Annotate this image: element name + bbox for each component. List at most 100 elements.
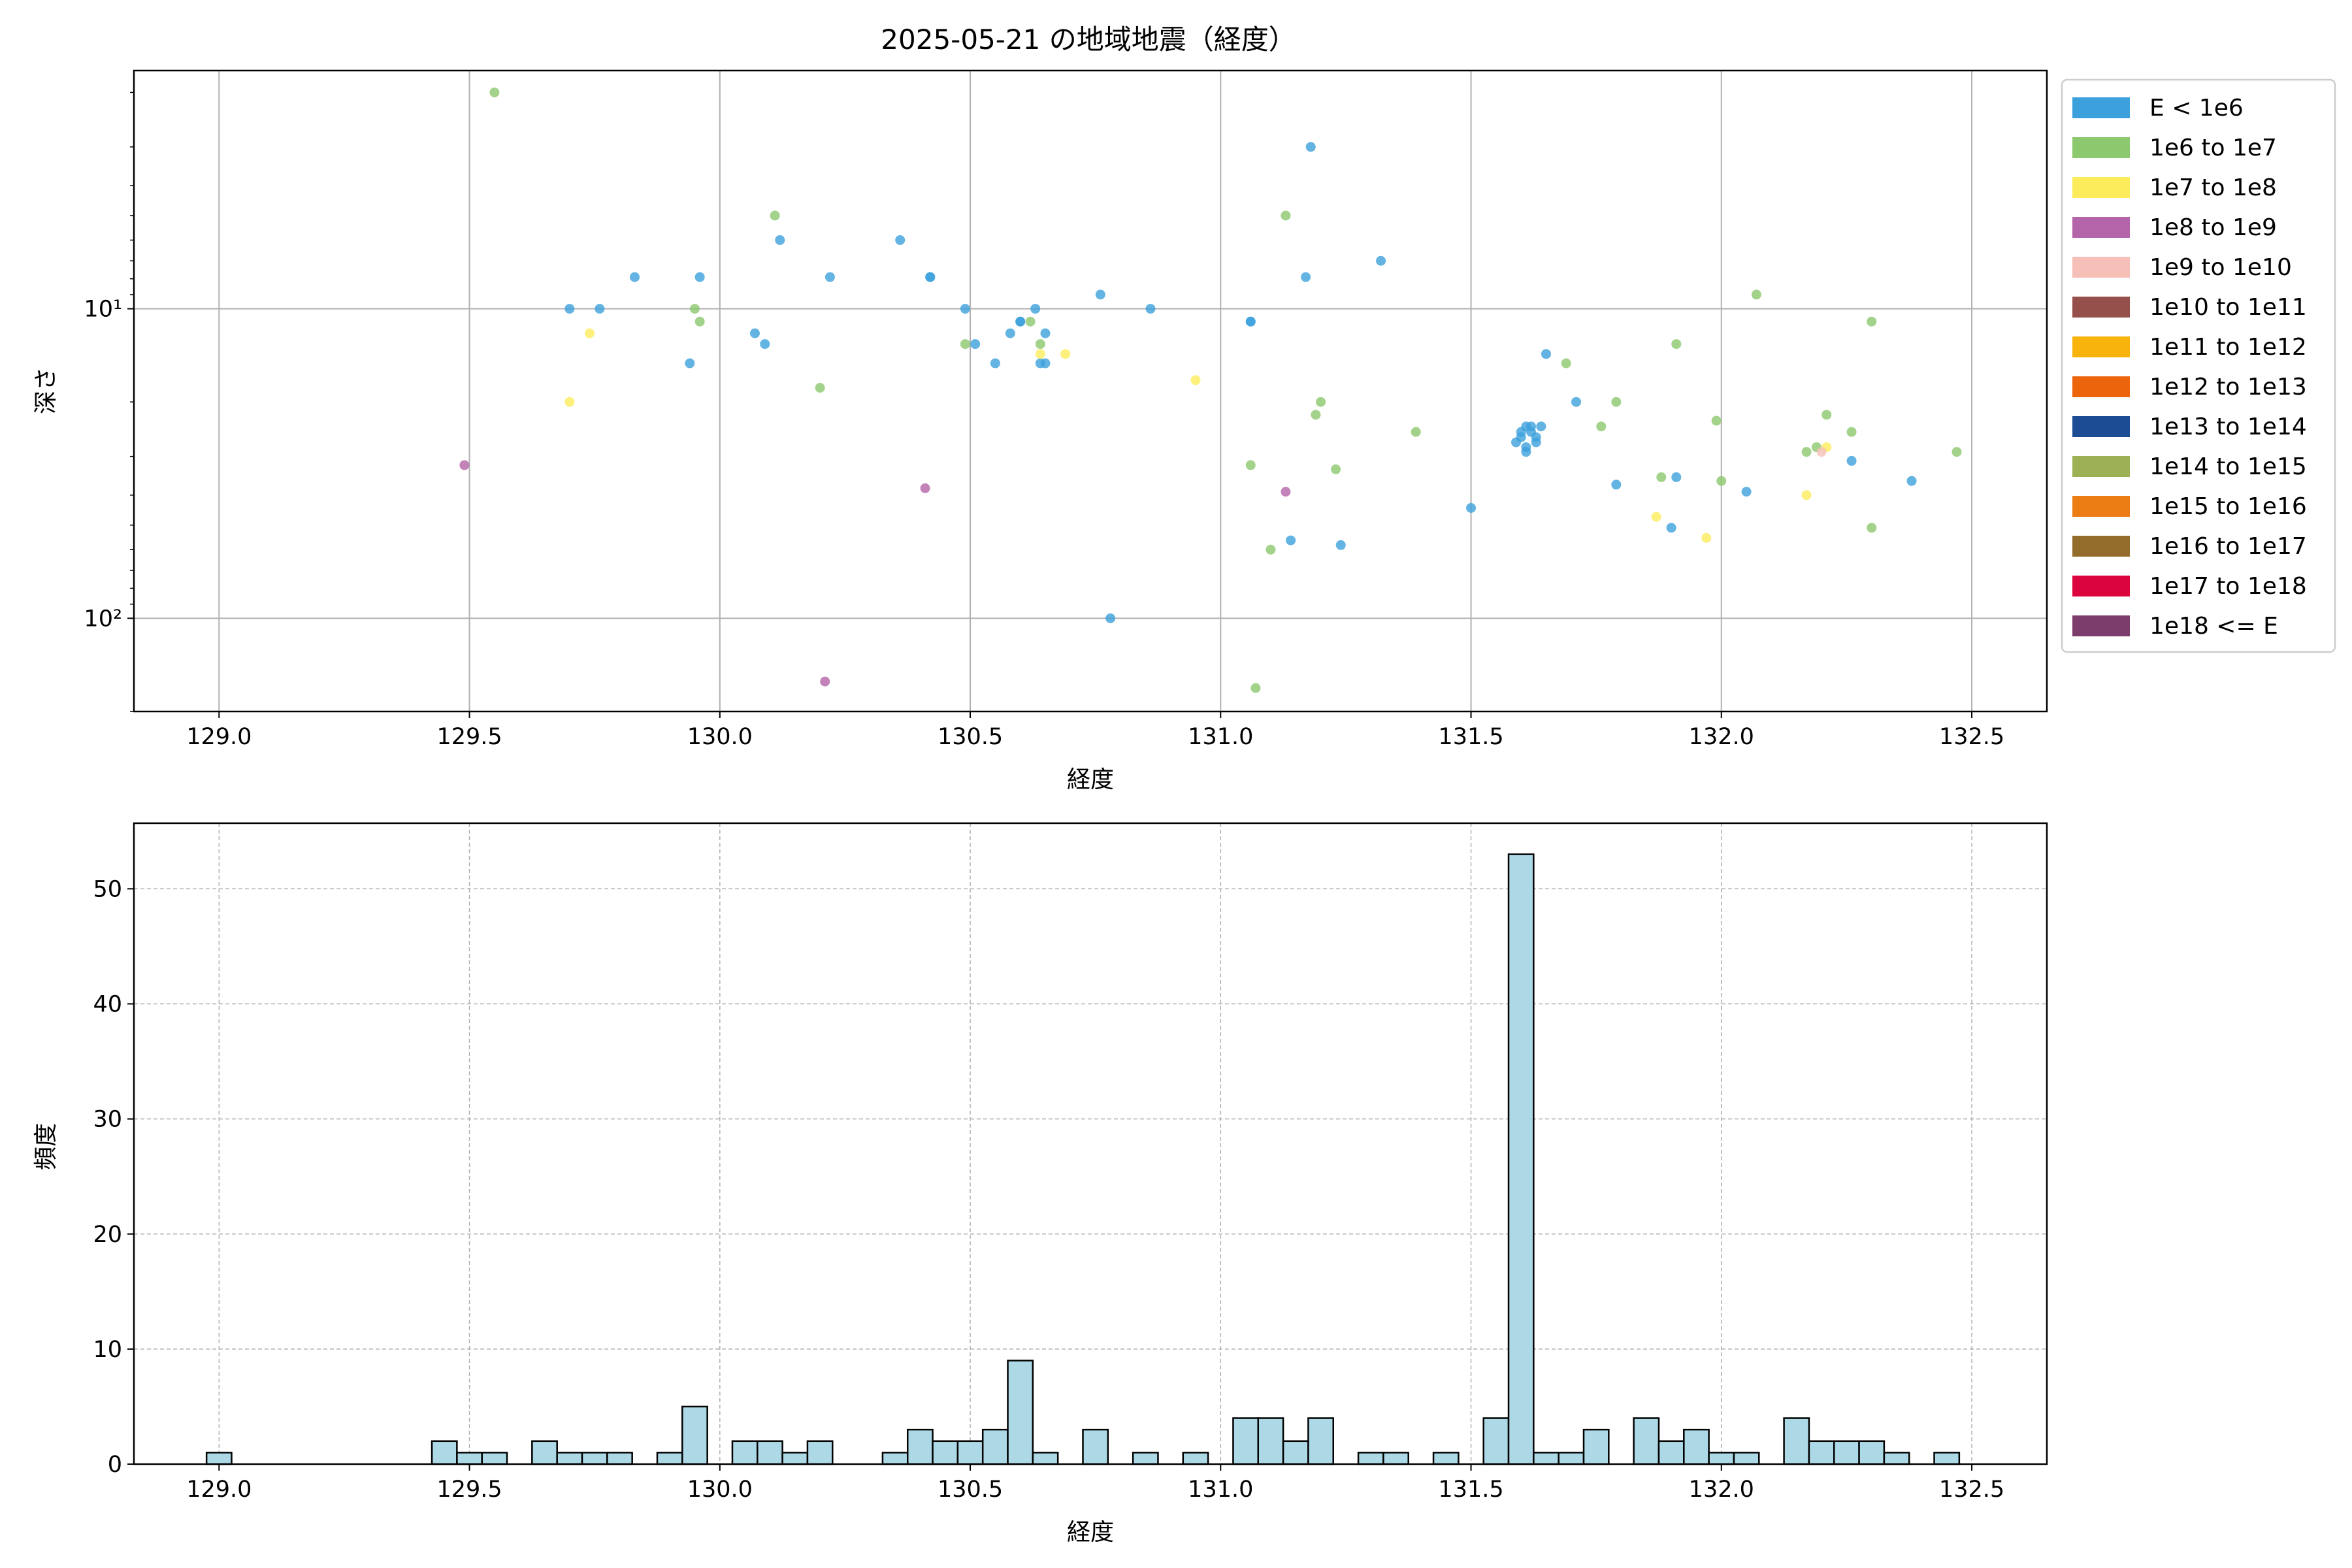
scatter-point bbox=[1335, 540, 1346, 550]
scatter-point bbox=[1701, 532, 1712, 543]
histogram-axes-frame bbox=[133, 822, 2048, 1465]
scatter-point bbox=[1611, 480, 1622, 490]
legend-swatch bbox=[2072, 416, 2130, 437]
legend-label: 1e8 to 1e9 bbox=[2149, 214, 2277, 241]
scatter-point bbox=[1846, 427, 1857, 437]
legend-swatch bbox=[2072, 177, 2130, 198]
scatter-point bbox=[1816, 447, 1827, 457]
scatter-xtick-label: 131.0 bbox=[1188, 724, 1253, 750]
histogram-bar bbox=[1733, 1452, 1760, 1465]
histogram-bar bbox=[1032, 1452, 1059, 1465]
histogram-bar bbox=[205, 1452, 233, 1465]
scatter-point bbox=[1541, 349, 1552, 359]
histogram-y-ticks: 0 10 20 30 40 50 bbox=[93, 876, 134, 1478]
histogram-bar bbox=[1232, 1417, 1260, 1465]
scatter-point bbox=[459, 460, 470, 470]
histogram-bar bbox=[431, 1440, 458, 1465]
legend-label: 1e11 to 1e12 bbox=[2149, 334, 2307, 361]
scatter-point bbox=[960, 304, 970, 314]
scatter-point bbox=[1311, 410, 1321, 420]
scatter-point bbox=[1716, 476, 1727, 486]
legend-swatch bbox=[2072, 615, 2130, 636]
scatter-point bbox=[1035, 349, 1045, 359]
histogram-bar bbox=[1633, 1417, 1660, 1465]
scatter-point bbox=[1286, 535, 1296, 546]
histogram-bar bbox=[606, 1452, 633, 1465]
scatter-point bbox=[564, 397, 575, 407]
scatter-point bbox=[694, 272, 705, 282]
scatter-point bbox=[1316, 397, 1326, 407]
scatter-point bbox=[1190, 375, 1201, 385]
scatter-point bbox=[689, 304, 700, 314]
legend-swatch bbox=[2072, 297, 2130, 318]
scatter-point bbox=[564, 304, 575, 314]
scatter-point bbox=[1466, 502, 1477, 513]
scatter-point bbox=[1331, 464, 1341, 474]
scatter-point bbox=[1531, 437, 1541, 448]
scatter-point bbox=[1245, 460, 1256, 470]
scatter-point bbox=[1095, 289, 1105, 300]
legend-label: 1e15 to 1e16 bbox=[2149, 493, 2307, 520]
histogram-x-label: 経度 bbox=[1067, 1519, 1114, 1546]
scatter-point bbox=[1516, 432, 1526, 442]
histogram-bars bbox=[205, 853, 1961, 1465]
scatter-point bbox=[1671, 339, 1682, 350]
scatter-point bbox=[694, 316, 705, 327]
scatter-point bbox=[1571, 397, 1581, 407]
scatter-point bbox=[1801, 490, 1812, 500]
legend-swatch bbox=[2072, 336, 2130, 357]
scatter-point bbox=[1801, 447, 1812, 457]
histogram-xtick-label: 132.5 bbox=[1939, 1477, 2004, 1503]
legend: E < 1e6 1e6 to 1e7 1e7 to 1e8 1e8 to 1e9 1e9… bbox=[2061, 78, 2336, 653]
scatter-point bbox=[1250, 683, 1261, 693]
histogram-ytick-label: 0 bbox=[108, 1452, 122, 1478]
scatter-ytick-label: 10² bbox=[84, 606, 122, 632]
histogram-y-label: 頻度 bbox=[33, 1123, 59, 1170]
scatter-ytick-label: 10¹ bbox=[84, 297, 122, 323]
scatter-point bbox=[815, 383, 825, 393]
histogram-bar bbox=[1257, 1417, 1284, 1465]
legend-frame bbox=[2061, 78, 2336, 653]
scatter-point bbox=[1025, 316, 1036, 327]
scatter-point bbox=[1105, 613, 1116, 623]
histogram-bar bbox=[1507, 853, 1535, 1465]
scatter-point bbox=[760, 339, 770, 350]
histogram-xtick-label: 130.5 bbox=[938, 1477, 1003, 1503]
histogram-bar bbox=[881, 1452, 909, 1465]
scatter-point bbox=[1741, 487, 1752, 497]
scatter-point bbox=[1521, 447, 1531, 457]
histogram-bar bbox=[1783, 1417, 1810, 1465]
scatter-point bbox=[1867, 316, 1877, 327]
legend-label: 1e7 to 1e8 bbox=[2149, 174, 2277, 201]
scatter-x-label: 経度 bbox=[1067, 766, 1114, 793]
histogram-bar bbox=[1658, 1440, 1685, 1465]
scatter-point bbox=[775, 235, 785, 245]
scatter-points bbox=[459, 87, 1962, 693]
scatter-point bbox=[1040, 358, 1051, 368]
legend-label: 1e12 to 1e13 bbox=[2149, 374, 2307, 400]
scatter-point bbox=[489, 87, 500, 97]
histogram-bar bbox=[456, 1452, 483, 1465]
histogram-bar bbox=[1582, 1428, 1610, 1465]
scatter-point bbox=[1015, 316, 1026, 327]
scatter-point bbox=[1751, 289, 1761, 300]
histogram-bar bbox=[1708, 1452, 1735, 1465]
histogram-bar bbox=[1558, 1452, 1585, 1465]
scatter-point bbox=[595, 304, 605, 314]
scatter-point bbox=[1596, 421, 1607, 432]
legend-items: E < 1e6 1e6 to 1e7 1e7 to 1e8 1e8 to 1e9 1e9… bbox=[2072, 95, 2307, 640]
legend-label: E < 1e6 bbox=[2149, 95, 2244, 122]
scatter-point bbox=[585, 328, 595, 338]
scatter-point bbox=[629, 272, 640, 282]
scatter-grid bbox=[134, 71, 2047, 711]
legend-swatch bbox=[2072, 137, 2130, 158]
scatter-point bbox=[1301, 272, 1311, 282]
scatter-xtick-label: 129.0 bbox=[186, 724, 252, 750]
scatter-xtick-label: 131.5 bbox=[1438, 724, 1503, 750]
scatter-point bbox=[1030, 304, 1041, 314]
histogram-bar bbox=[531, 1440, 558, 1465]
scatter-point bbox=[1952, 447, 1962, 457]
scatter-point bbox=[1376, 255, 1386, 266]
scatter-point bbox=[1821, 410, 1832, 420]
